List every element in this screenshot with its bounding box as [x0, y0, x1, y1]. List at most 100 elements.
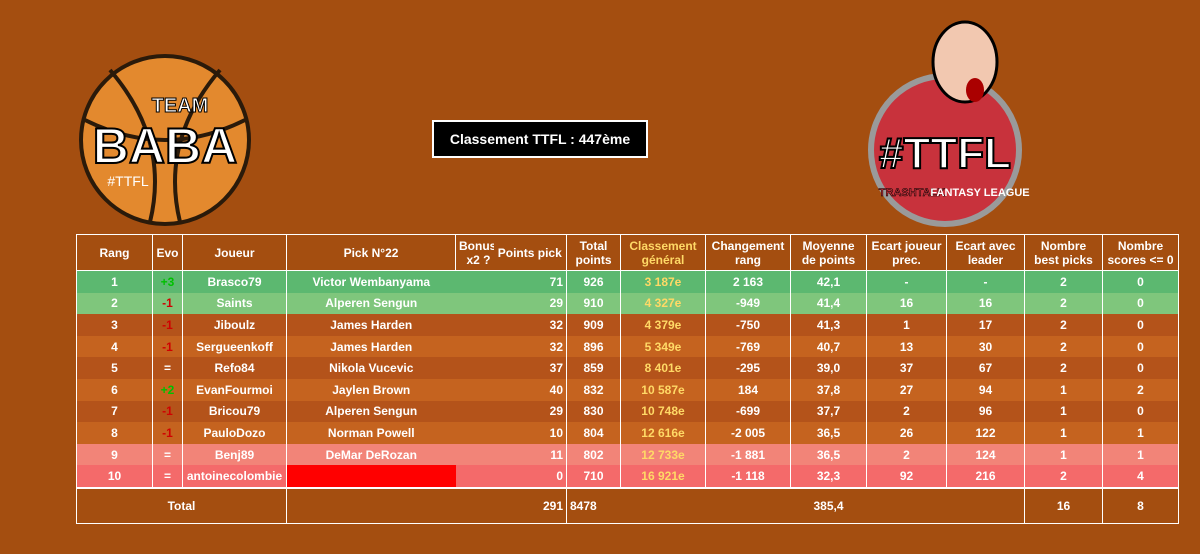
cell: -1: [152, 292, 183, 315]
cell-text: 2: [1060, 274, 1067, 289]
cell: [456, 422, 494, 444]
table-row: 6 +2 EvanFourmoi Jaylen Brown 40 832 10 587e 18…: [76, 378, 1179, 401]
cell: -1: [152, 422, 183, 444]
cell: 41,3: [790, 314, 867, 336]
cell-text: 2: [1060, 469, 1067, 484]
cell: 16: [946, 292, 1025, 315]
column-header: Ecart avec leader: [946, 234, 1025, 271]
cell: 0: [1102, 314, 1179, 336]
cell: James Harden: [286, 335, 456, 358]
cell: 832: [566, 378, 621, 401]
cell-text: 0: [1137, 404, 1144, 419]
cell: 2: [1024, 357, 1103, 379]
cell: +3: [152, 270, 183, 293]
cell: 16 921e: [620, 465, 706, 488]
cell: 30: [946, 335, 1025, 358]
cell: 6: [76, 378, 153, 401]
column-header: Changement rang: [705, 234, 791, 271]
cell: [456, 293, 494, 315]
cell: 16: [1024, 486, 1103, 524]
cell: 3: [76, 314, 153, 336]
cell: 830: [566, 400, 621, 423]
cell: 27: [866, 378, 947, 401]
cell: [286, 465, 456, 488]
cell: 17: [946, 314, 1025, 336]
cell-text: 1: [1060, 447, 1067, 462]
cell: 7: [76, 400, 153, 423]
cell: 11: [493, 443, 567, 466]
cell: Brasco79: [182, 270, 287, 293]
cell: =: [152, 443, 183, 466]
cell: [456, 357, 494, 379]
cell: 2: [1024, 335, 1103, 358]
cell-text: 0: [1137, 361, 1144, 376]
cell: -2 005: [705, 422, 791, 444]
cell: Alperen Sengun: [286, 292, 456, 315]
cell: James Harden: [286, 314, 456, 336]
ranking-table: Rang Evo Joueur Pick N°22 Bonus x2 ? Points p…: [76, 234, 1179, 524]
table-row: 5 = Refo84 Nikola Vucevic 37 859 8 401e -295 39,…: [76, 357, 1179, 379]
cell: [456, 336, 494, 358]
cell: 40,7: [790, 335, 867, 358]
cell: 896: [566, 335, 621, 358]
cell: 710: [566, 465, 621, 488]
left-logo: TEAM BABA #TTFL: [79, 54, 251, 226]
cell: 94: [946, 378, 1025, 401]
cell: 36,5: [790, 422, 867, 444]
cell: 5 349e: [620, 335, 706, 358]
cell: [456, 401, 494, 423]
cell: 1: [76, 270, 153, 293]
cell: 1: [1024, 443, 1103, 466]
cell: =: [152, 357, 183, 379]
cell: 802: [566, 443, 621, 466]
column-header: Points pick: [493, 234, 567, 271]
right-logo: #TTFL TRASHTALK FANTASY LEAGUE: [868, 20, 1030, 227]
cell-text: 2: [1060, 296, 1067, 311]
column-header: Evo: [152, 234, 183, 271]
cell: 9: [76, 443, 153, 466]
cell: 29: [493, 292, 567, 315]
cell: [866, 486, 1025, 524]
cell: 859: [566, 357, 621, 379]
logo-text: #TTFL: [879, 129, 1011, 178]
cell: +2: [152, 378, 183, 401]
cell: 1: [1024, 400, 1103, 423]
header-row: Rang Evo Joueur Pick N°22 Bonus x2 ? Points p…: [76, 234, 1179, 271]
cell: Benj89: [182, 443, 287, 466]
cell-text: 1: [1060, 425, 1067, 440]
cell: [456, 271, 494, 293]
cell-text: 1: [1137, 447, 1144, 462]
cell: -: [866, 270, 947, 293]
cell: 804: [566, 422, 621, 444]
cell: 32: [493, 335, 567, 358]
cell: 36,5: [790, 443, 867, 466]
cell: -295: [705, 357, 791, 379]
cell: 12 616e: [620, 422, 706, 444]
cell: Jaylen Brown: [286, 378, 456, 401]
cell: 1: [866, 314, 947, 336]
cell: 2: [866, 443, 947, 466]
cell: 1: [1102, 422, 1179, 444]
cell: 92: [866, 465, 947, 488]
cell: 4: [1102, 465, 1179, 488]
table-row: 8 -1 PauloDozo Norman Powell 10 804 12 616e -2 …: [76, 422, 1179, 444]
cell: Saints: [182, 292, 287, 315]
cell: 96: [946, 400, 1025, 423]
cell: [456, 444, 494, 466]
cell: [456, 379, 494, 401]
cell: -699: [705, 400, 791, 423]
table-row: 10 = antoinecolombie 0 710 16 921e -1 118 32,3 9…: [76, 465, 1179, 488]
cell: 13: [866, 335, 947, 358]
cell: -1: [152, 335, 183, 358]
cell: 41,4: [790, 292, 867, 315]
cell: 67: [946, 357, 1025, 379]
cell: 37,7: [790, 400, 867, 423]
cell: [456, 465, 494, 488]
table-row: 9 = Benj89 DeMar DeRozan 11 802 12 733e -1 881 3…: [76, 443, 1179, 466]
cell: 10: [493, 422, 567, 444]
cell: -949: [705, 292, 791, 315]
cell: 37: [866, 357, 947, 379]
cell: 10 748e: [620, 400, 706, 423]
cell: 291: [493, 486, 567, 524]
